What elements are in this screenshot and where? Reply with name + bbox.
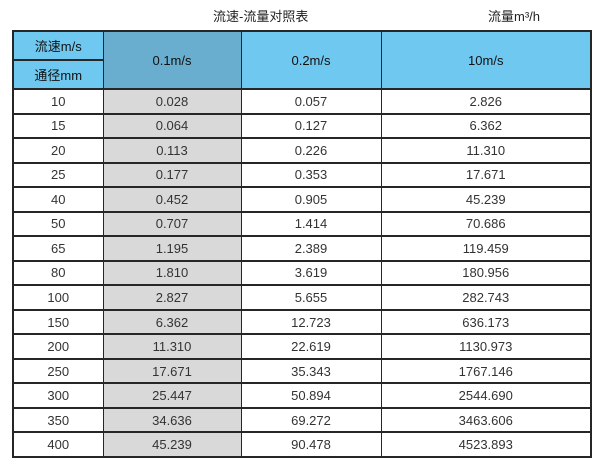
flow-value-cell: 22.619 (240, 333, 382, 360)
table-row: 350 34.636 69.272 3463.606 (12, 406, 592, 434)
flow-value-cell: 17.671 (380, 161, 592, 189)
flow-value-cell: 2.389 (240, 235, 382, 262)
flow-value-cell: 1.810 (102, 259, 242, 287)
diameter-cell: 250 (12, 357, 104, 385)
flow-value-cell: 3.619 (240, 259, 382, 287)
corner-velocity-label: 流速m/s (12, 30, 104, 61)
header-col-0p1ms: 0.1m/s (102, 30, 242, 90)
flow-value-cell: 0.226 (240, 137, 382, 164)
diameter-cell: 400 (12, 431, 104, 458)
diameter-cell: 65 (12, 235, 104, 262)
table-header: 流速m/s 0.1m/s 0.2m/s 10m/s 通径mm (12, 30, 592, 90)
header-row-top: 流速m/s 0.1m/s 0.2m/s 10m/s (12, 30, 592, 90)
header-col-0p2ms: 0.2m/s (240, 30, 382, 90)
table-row: 50 0.707 1.414 70.686 (12, 210, 592, 238)
table-row: 10 0.028 0.057 2.826 (12, 88, 592, 115)
table-row: 40 0.452 0.905 45.239 (12, 186, 592, 213)
flow-value-cell: 11.310 (380, 137, 592, 164)
header-col-10ms: 10m/s (380, 30, 592, 90)
flow-value-cell: 45.239 (102, 431, 242, 458)
diameter-cell: 300 (12, 382, 104, 409)
flow-value-cell: 0.127 (240, 112, 382, 140)
flow-value-cell: 90.478 (240, 431, 382, 458)
diameter-cell: 10 (12, 88, 104, 115)
flow-value-cell: 1130.973 (380, 333, 592, 360)
diameter-cell: 350 (12, 406, 104, 434)
flow-rate-unit-label: 流量m³/h (488, 9, 541, 24)
flow-value-cell: 2.826 (380, 88, 592, 115)
table-row: 20 0.113 0.226 11.310 (12, 137, 592, 164)
corner-diameter-label: 通径mm (12, 59, 104, 90)
table-row: 65 1.195 2.389 119.459 (12, 235, 592, 262)
flow-value-cell: 119.459 (380, 235, 592, 262)
flow-value-cell: 180.956 (380, 259, 592, 287)
flow-value-cell: 0.028 (102, 88, 242, 115)
diameter-cell: 20 (12, 137, 104, 164)
table-title: 流速-流量对照表 (213, 9, 309, 24)
flow-value-cell: 0.177 (102, 161, 242, 189)
flow-rate-table: 流速m/s 0.1m/s 0.2m/s 10m/s 通径mm 10 0.028 0.… (12, 30, 592, 458)
flow-value-cell: 35.343 (240, 357, 382, 385)
flow-value-cell: 636.173 (380, 308, 592, 336)
flow-value-cell: 5.655 (240, 284, 382, 311)
flow-value-cell: 282.743 (380, 284, 592, 311)
table-row: 250 17.671 35.343 1767.146 (12, 357, 592, 385)
table-row: 80 1.810 3.619 180.956 (12, 259, 592, 287)
flow-value-cell: 0.905 (240, 186, 382, 213)
flow-value-cell: 6.362 (380, 112, 592, 140)
flow-value-cell: 0.064 (102, 112, 242, 140)
table-row: 100 2.827 5.655 282.743 (12, 284, 592, 311)
diameter-cell: 15 (12, 112, 104, 140)
diameter-cell: 200 (12, 333, 104, 360)
flow-value-cell: 2.827 (102, 284, 242, 311)
flow-value-cell: 0.452 (102, 186, 242, 213)
flow-value-cell: 1767.146 (380, 357, 592, 385)
table-body: 10 0.028 0.057 2.826 15 0.064 0.127 6.362 20 0.11… (12, 88, 592, 458)
flow-value-cell: 6.362 (102, 308, 242, 336)
flow-value-cell: 17.671 (102, 357, 242, 385)
flow-value-cell: 45.239 (380, 186, 592, 213)
table-row: 15 0.064 0.127 6.362 (12, 112, 592, 140)
table-row: 150 6.362 12.723 636.173 (12, 308, 592, 336)
flow-value-cell: 70.686 (380, 210, 592, 238)
diameter-cell: 25 (12, 161, 104, 189)
flow-value-cell: 2544.690 (380, 382, 592, 409)
table-row: 300 25.447 50.894 2544.690 (12, 382, 592, 409)
flow-value-cell: 50.894 (240, 382, 382, 409)
flow-value-cell: 0.113 (102, 137, 242, 164)
flow-value-cell: 34.636 (102, 406, 242, 434)
table-row: 400 45.239 90.478 4523.893 (12, 431, 592, 458)
diameter-cell: 80 (12, 259, 104, 287)
diameter-cell: 100 (12, 284, 104, 311)
table-row: 25 0.177 0.353 17.671 (12, 161, 592, 189)
flow-value-cell: 11.310 (102, 333, 242, 360)
diameter-cell: 50 (12, 210, 104, 238)
table-row: 200 11.310 22.619 1130.973 (12, 333, 592, 360)
diameter-cell: 150 (12, 308, 104, 336)
header-row-bottom: 通径mm (12, 59, 591, 90)
flow-value-cell: 1.195 (102, 235, 242, 262)
flow-value-cell: 25.447 (102, 382, 242, 409)
flow-value-cell: 0.057 (240, 88, 382, 115)
titlebar: 流速-流量对照表 流量m³/h (0, 0, 600, 30)
flow-value-cell: 69.272 (240, 406, 382, 434)
flow-value-cell: 0.353 (240, 161, 382, 189)
flow-value-cell: 4523.893 (380, 431, 592, 458)
flow-value-cell: 12.723 (240, 308, 382, 336)
flow-value-cell: 3463.606 (380, 406, 592, 434)
diameter-cell: 40 (12, 186, 104, 213)
flow-value-cell: 0.707 (102, 210, 242, 238)
flow-value-cell: 1.414 (240, 210, 382, 238)
